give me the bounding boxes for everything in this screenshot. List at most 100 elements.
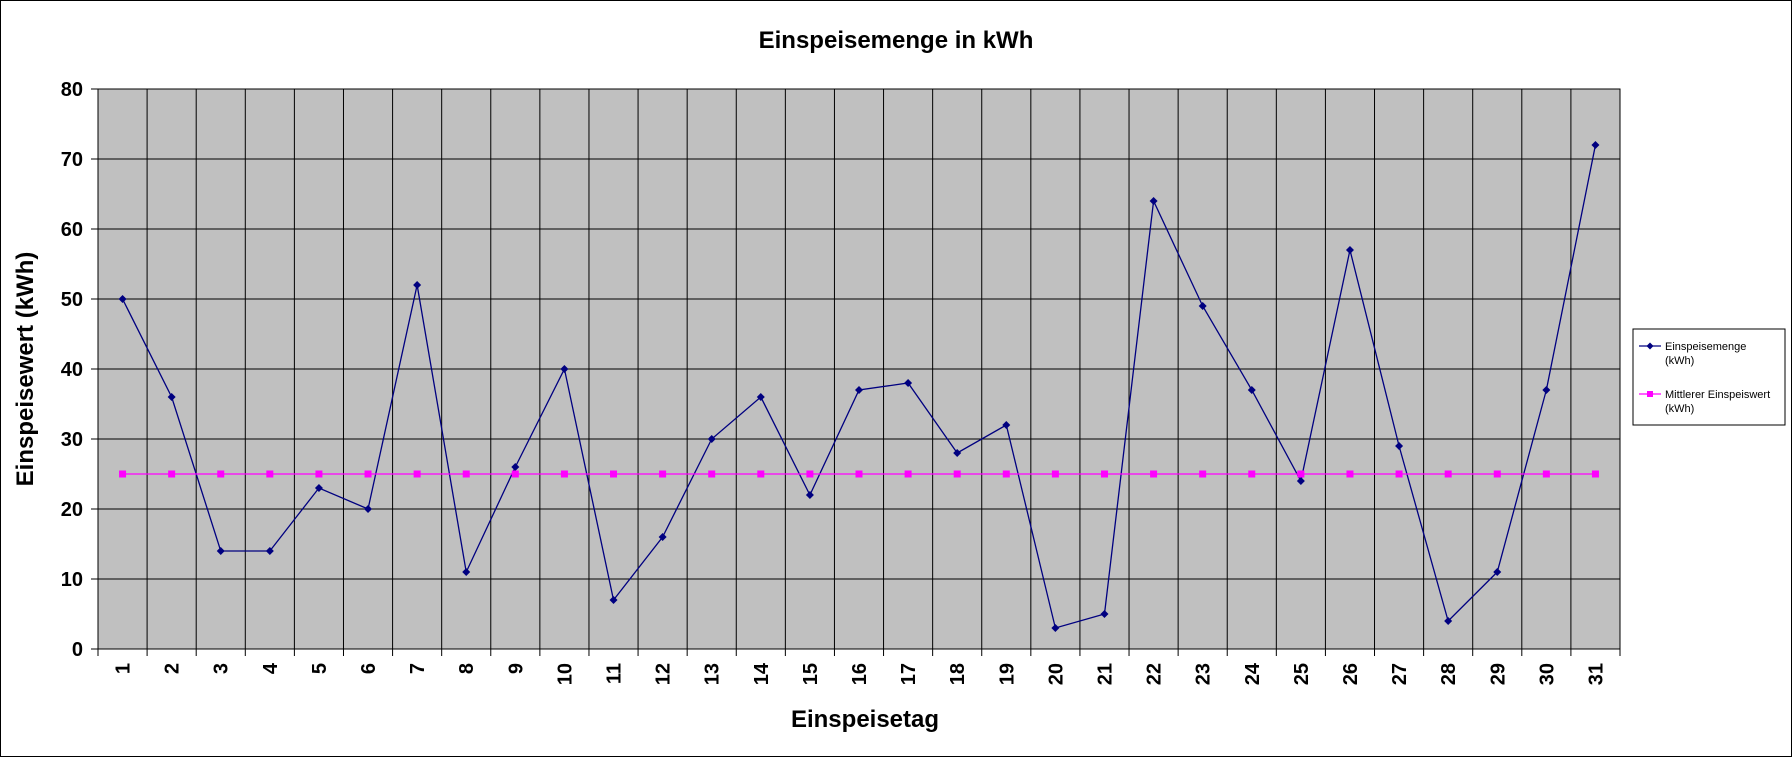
legend-box bbox=[1632, 328, 1786, 426]
data-point bbox=[1493, 470, 1501, 478]
y-tick-label: 0 bbox=[72, 639, 83, 661]
x-tick-label: 27 bbox=[1389, 663, 1411, 685]
data-point bbox=[1051, 624, 1060, 632]
data-point bbox=[462, 568, 471, 576]
data-point bbox=[904, 470, 912, 478]
data-point bbox=[707, 435, 716, 443]
legend-marker bbox=[1647, 391, 1653, 397]
x-tick-label: 23 bbox=[1193, 663, 1215, 685]
y-axis-title: Einspeisewert (kWh) bbox=[12, 252, 39, 487]
y-tick-label: 70 bbox=[61, 149, 83, 171]
data-point bbox=[1100, 470, 1108, 478]
data-point bbox=[265, 547, 274, 555]
data-point bbox=[511, 463, 520, 471]
data-point bbox=[560, 470, 568, 478]
x-tick-label: 28 bbox=[1438, 663, 1460, 685]
data-point bbox=[1591, 470, 1599, 478]
y-tick-label: 20 bbox=[61, 499, 83, 521]
x-tick-label: 2 bbox=[162, 663, 184, 674]
y-tick-label: 80 bbox=[61, 79, 83, 101]
legend: Einspeisemenge(kWh)Mittlerer Einspeiswer… bbox=[1632, 328, 1786, 426]
grid-lines bbox=[98, 88, 1620, 650]
x-tick-label: 8 bbox=[456, 663, 478, 674]
data-point bbox=[167, 393, 176, 401]
data-point bbox=[118, 295, 127, 303]
data-point bbox=[1395, 470, 1403, 478]
x-tick-label: 12 bbox=[653, 663, 675, 685]
data-point bbox=[1542, 470, 1550, 478]
y-tick-label: 60 bbox=[61, 219, 83, 241]
data-point bbox=[757, 470, 765, 478]
data-point bbox=[1296, 477, 1305, 485]
x-tick-label: 24 bbox=[1242, 662, 1264, 685]
x-tick-label: 9 bbox=[505, 663, 527, 674]
series-1 bbox=[118, 141, 1600, 632]
data-point bbox=[364, 470, 372, 478]
x-tick-label: 25 bbox=[1291, 663, 1313, 685]
data-point bbox=[1149, 197, 1158, 205]
y-tick-label: 50 bbox=[61, 289, 83, 311]
chart-title: Einspeisemenge in kWh bbox=[759, 27, 1034, 54]
data-point bbox=[1002, 421, 1011, 429]
legend-marker bbox=[1646, 342, 1654, 350]
data-point bbox=[1297, 470, 1305, 478]
x-tick-label: 1 bbox=[113, 663, 135, 674]
x-tick-label: 18 bbox=[947, 663, 969, 685]
data-point bbox=[314, 484, 323, 492]
y-tick-label: 30 bbox=[61, 429, 83, 451]
x-tick-label: 21 bbox=[1094, 663, 1116, 685]
data-point bbox=[708, 470, 716, 478]
data-point bbox=[953, 449, 962, 457]
data-point bbox=[953, 470, 961, 478]
data-point bbox=[1247, 386, 1256, 394]
x-tick-label: 14 bbox=[751, 662, 773, 685]
data-point bbox=[1346, 470, 1354, 478]
x-tick-label: 4 bbox=[260, 662, 282, 674]
x-tick-label: 30 bbox=[1536, 663, 1558, 685]
x-tick-label: 6 bbox=[358, 663, 380, 674]
legend-label: Einspeisemenge bbox=[1665, 341, 1746, 353]
x-tick-label: 16 bbox=[849, 663, 871, 685]
x-axis-ticks: 1 2 3 4 5 6 7 8 9 10 11 12 13 14 15 16 17 18 19 20 21 22 23 24 2… bbox=[97, 649, 1621, 685]
data-point bbox=[1199, 470, 1207, 478]
data-point bbox=[1198, 302, 1207, 310]
data-point bbox=[855, 386, 863, 394]
data-point bbox=[1444, 617, 1453, 625]
x-tick-label: 17 bbox=[898, 663, 920, 685]
data-point bbox=[560, 365, 569, 373]
x-tick-label: 10 bbox=[554, 663, 576, 685]
data-point bbox=[855, 470, 863, 478]
x-axis-title: Einspeisetag bbox=[791, 706, 939, 733]
data-point bbox=[511, 470, 519, 478]
data-point bbox=[1100, 610, 1109, 618]
legend-label: (kWh) bbox=[1665, 355, 1694, 367]
x-tick-label: 11 bbox=[604, 663, 626, 684]
legend-label: Mittlerer Einspeiswert bbox=[1665, 389, 1770, 401]
data-point bbox=[413, 470, 421, 478]
data-point bbox=[1248, 470, 1256, 478]
data-point bbox=[216, 547, 225, 555]
data-point bbox=[904, 379, 913, 387]
data-point bbox=[266, 470, 274, 478]
legend-entry-2: Mittlerer Einspeiswert (kWh) bbox=[1639, 389, 1770, 415]
data-point bbox=[1591, 141, 1600, 149]
x-tick-label: 31 bbox=[1585, 663, 1607, 685]
data-point bbox=[462, 470, 470, 478]
data-point bbox=[1444, 470, 1452, 478]
data-point bbox=[119, 470, 127, 478]
data-point bbox=[1542, 386, 1551, 394]
data-point bbox=[413, 281, 422, 289]
y-axis-ticks: 0 10 20 30 40 50 60 70 80 bbox=[61, 79, 98, 661]
x-tick-label: 5 bbox=[309, 663, 331, 674]
y-tick-label: 10 bbox=[61, 569, 83, 591]
legend-label: (kWh) bbox=[1665, 403, 1694, 415]
data-point bbox=[364, 505, 373, 513]
y-tick-label: 40 bbox=[61, 359, 83, 381]
x-tick-label: 29 bbox=[1487, 663, 1509, 685]
legend-entry-1: Einspeisemenge (kWh) bbox=[1639, 341, 1746, 367]
data-point bbox=[658, 533, 667, 541]
series-layer bbox=[118, 141, 1600, 632]
x-tick-label: 22 bbox=[1144, 663, 1166, 685]
